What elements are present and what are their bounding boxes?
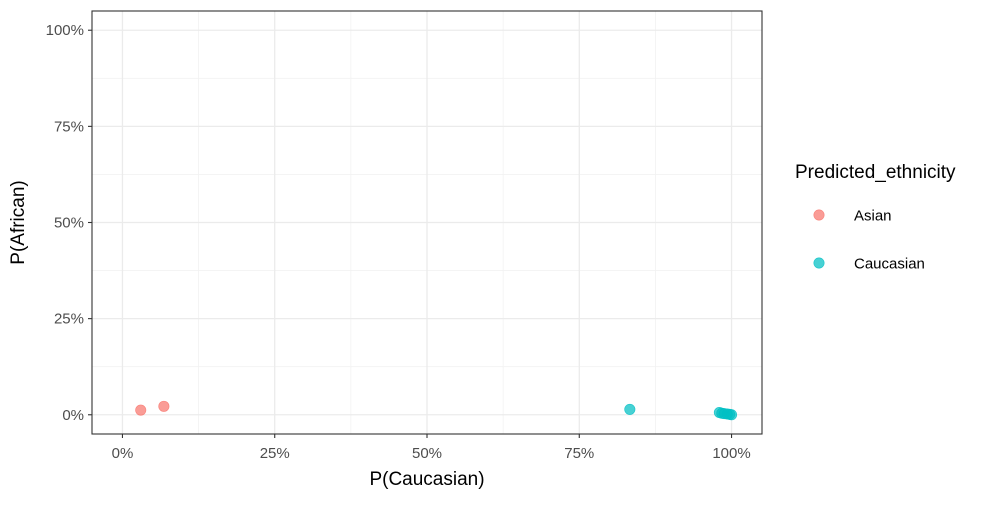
x-tick-label: 0%	[112, 445, 134, 462]
major-gridlines	[92, 11, 762, 434]
y-axis-title: P(African)	[8, 180, 29, 264]
y-tick-label: 75%	[54, 118, 84, 135]
y-tick-label: 100%	[46, 22, 84, 39]
legend-label: Caucasian	[854, 256, 925, 273]
x-tick-label: 25%	[260, 445, 290, 462]
x-tick-label: 75%	[564, 445, 594, 462]
x-axis-title: P(Caucasian)	[369, 469, 484, 490]
scatter-point	[158, 400, 170, 412]
y-tick-label: 25%	[54, 311, 84, 328]
data-points	[135, 400, 738, 421]
x-tick-label: 50%	[412, 445, 442, 462]
legend-label: Asian	[854, 208, 892, 225]
y-tick-label: 0%	[62, 407, 84, 424]
y-tick-label: 50%	[54, 215, 84, 232]
legend: Predicted_ethnicity Asian Caucasian	[795, 162, 956, 273]
scatter-point	[726, 409, 738, 421]
legend-key	[813, 209, 825, 221]
scatter-point	[624, 403, 636, 415]
legend-title: Predicted_ethnicity	[795, 162, 956, 183]
x-axis: 0% 25% 50% 75% 100%	[112, 434, 751, 462]
legend-key	[813, 257, 825, 269]
y-axis: 0% 25% 50% 75% 100%	[46, 22, 92, 424]
x-tick-label: 100%	[712, 445, 750, 462]
scatter-point	[135, 404, 147, 416]
